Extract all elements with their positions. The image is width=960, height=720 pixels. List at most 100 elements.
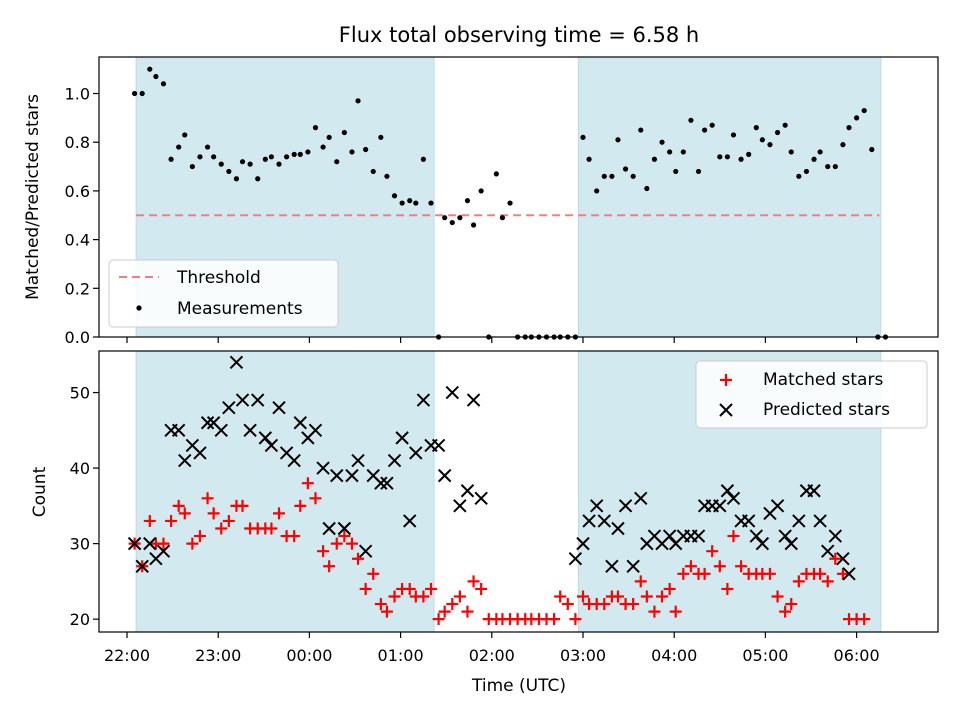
matched-star-point: [265, 522, 278, 535]
matched-star-point: [785, 598, 798, 611]
predicted-star-point: [784, 536, 798, 551]
predicted-star-point: [431, 438, 446, 453]
predicted-star-point: [143, 536, 157, 551]
matched-star-point: [367, 567, 380, 580]
measurement-point: [197, 154, 203, 160]
predicted-star-point: [813, 514, 827, 528]
measurement-point: [746, 151, 752, 157]
measurement-point: [276, 161, 282, 167]
predicted-star-point: [726, 491, 741, 506]
measurement-point: [147, 66, 153, 72]
measurement-point: [255, 176, 261, 182]
top-axes-frame: [98, 56, 939, 338]
x-tick-label: 23:00: [195, 646, 241, 665]
bottom-panel: 20 30 40 50 22:00 23:00 00:00 01:00 02:00 03:00 0…: [30, 350, 939, 696]
predicted-star-point: [409, 446, 423, 460]
y-tick-label: 20: [70, 610, 90, 629]
measurement-point: [407, 198, 413, 204]
predicted-star-point: [251, 393, 265, 407]
predicted-star-point: [597, 514, 611, 528]
measurement-point: [854, 115, 860, 121]
predicted-star-point: [156, 544, 171, 558]
measurement-point: [651, 156, 658, 162]
predicted-star-point: [416, 393, 431, 407]
matched-star-point: [207, 507, 220, 520]
legend-matched-label: Matched stars: [763, 370, 883, 390]
measurement-point: [226, 168, 232, 175]
measurement-point: [680, 149, 686, 155]
matched-star-point: [288, 530, 301, 543]
matched-star-point: [143, 514, 156, 527]
matched-star-point: [178, 507, 191, 520]
matched-star-point: [403, 582, 416, 595]
predicted-star-point: [589, 499, 604, 513]
measurement-point: [211, 154, 217, 160]
predicted-star-point: [135, 559, 149, 573]
measurement-point: [370, 168, 376, 175]
matched-star-point: [193, 530, 206, 543]
measurement-point: [774, 129, 781, 136]
predicted-star-point: [662, 529, 677, 543]
matched-star-point: [640, 590, 653, 603]
measurement-point: [297, 151, 303, 157]
matched-star-point: [467, 575, 480, 588]
predicted-star-point: [272, 400, 286, 415]
predicted-star-point: [842, 567, 856, 581]
matched-star-point: [323, 560, 336, 573]
matched-star-point: [352, 552, 365, 565]
matched-star-point: [814, 567, 827, 580]
top-legend-box: [108, 259, 339, 328]
matched-star-point: [779, 605, 792, 618]
matched-star-point: [792, 575, 805, 588]
predicted-star-point: [618, 499, 633, 513]
measurement-point: [832, 163, 838, 170]
matched-star-point: [627, 598, 640, 611]
predicted-star-point: [193, 446, 207, 460]
matched-star-point: [648, 605, 661, 618]
measurement-point: [622, 166, 629, 172]
measurement-point: [759, 137, 765, 143]
matched-star-point: [475, 582, 488, 595]
matched-star-point: [713, 560, 726, 573]
y-tick-label: 0.2: [65, 279, 90, 298]
predicted-star-point: [403, 514, 417, 528]
predicted-star-point: [337, 521, 352, 536]
measurement-point: [817, 149, 823, 155]
predicted-star-point: [445, 385, 459, 400]
measurement-point: [284, 154, 290, 160]
shaded-interval: [135, 350, 435, 633]
matched-star-point: [172, 499, 185, 512]
matched-star-point: [186, 537, 199, 550]
predicted-star-point: [330, 468, 344, 483]
predicted-star-point: [576, 536, 590, 551]
matched-star-point: [157, 537, 170, 550]
measurement-point: [457, 215, 463, 221]
matched-star-point: [698, 567, 711, 580]
measurement-point: [262, 156, 268, 162]
measurement-point: [233, 176, 240, 182]
matched-star-point: [236, 499, 249, 512]
measurement-point: [320, 144, 326, 150]
matched-star-point: [345, 537, 358, 550]
predicted-star-point: [828, 529, 843, 543]
measurement-point: [160, 81, 167, 87]
predicted-star-point: [755, 536, 770, 551]
matched-star-point: [634, 575, 647, 588]
top-panel: 0.0 0.2 0.4 0.6 0.8 1.0 Matched/Predicted sta…: [23, 56, 939, 347]
measurement-point: [724, 154, 731, 160]
matched-star-point: [735, 560, 748, 573]
measurement-point: [586, 156, 592, 162]
measurement-point: [470, 222, 477, 228]
matched-star-point: [438, 605, 451, 618]
measurement-point: [493, 171, 499, 177]
bottom-y-axis-label: Count: [30, 466, 50, 517]
matched-star-point: [598, 598, 611, 611]
y-tick-label: 1.0: [65, 85, 90, 104]
predicted-star-point: [821, 544, 835, 558]
measurement-point: [630, 173, 636, 179]
matched-star-point: [215, 522, 228, 535]
predicted-star-point: [235, 393, 250, 407]
predicted-stars-points: [127, 355, 856, 581]
top-measurement-points: [132, 66, 889, 340]
matched-star-point: [727, 530, 740, 543]
